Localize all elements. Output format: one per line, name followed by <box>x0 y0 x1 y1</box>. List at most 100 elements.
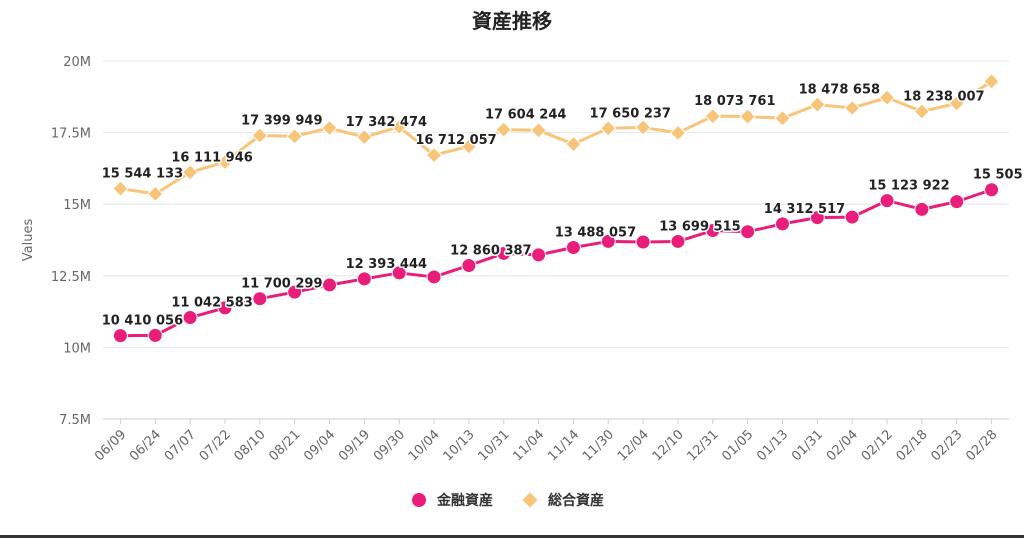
data-label-total-assets: 18 238 007 <box>903 89 984 104</box>
point-total-assets <box>565 135 582 153</box>
point-financial-assets <box>147 327 163 343</box>
data-label-financial-assets: 11 700 299 <box>241 277 322 292</box>
point-total-assets <box>878 89 896 106</box>
legend-item-total-assets[interactable]: 総合資産 <box>522 492 605 509</box>
series-markers <box>112 73 1000 344</box>
data-label-financial-assets: 15 123 922 <box>868 179 949 194</box>
point-financial-assets <box>356 271 372 287</box>
point-financial-assets <box>775 216 790 232</box>
point-total-assets <box>843 99 861 117</box>
y-tick-label: 15M <box>63 198 91 213</box>
grid <box>103 60 1009 420</box>
point-total-assets <box>600 120 617 137</box>
point-financial-assets <box>565 240 581 256</box>
bottom-rule <box>0 535 1024 538</box>
x-tick-label: 01/13 <box>754 427 791 464</box>
point-financial-assets <box>112 328 128 344</box>
x-tick-label: 10/13 <box>441 427 478 464</box>
x-tick-label: 02/12 <box>859 427 896 464</box>
data-label-total-assets: 17 650 237 <box>590 106 671 121</box>
point-financial-assets <box>531 247 547 263</box>
point-total-assets <box>425 146 443 164</box>
x-tick-label: 01/31 <box>789 427 826 464</box>
data-label-total-assets: 17 342 474 <box>346 115 427 130</box>
point-financial-assets <box>496 245 512 261</box>
data-label-total-assets: 17 604 244 <box>485 108 566 123</box>
x-tick-label: 09/19 <box>336 427 373 464</box>
point-financial-assets <box>670 233 686 249</box>
data-label-total-assets: 15 544 133 <box>102 167 183 182</box>
x-tick-label: 12/10 <box>650 427 687 464</box>
x-axis: 06/0906/2407/0707/2208/1008/2109/0409/19… <box>92 419 1000 464</box>
point-total-assets <box>495 121 512 138</box>
point-total-assets <box>216 153 234 171</box>
data-label-financial-assets: 10 410 056 <box>102 314 183 329</box>
point-financial-assets <box>182 310 198 326</box>
point-financial-assets <box>844 209 860 225</box>
x-tick-label: 09/30 <box>371 427 408 464</box>
point-total-assets <box>634 119 652 136</box>
point-financial-assets <box>914 201 930 217</box>
point-total-assets <box>321 119 338 137</box>
legend: 金融資産 総合資産 <box>412 492 604 509</box>
y-tick-label: 20M <box>63 55 91 70</box>
data-label-financial-assets: 13 488 057 <box>555 226 636 241</box>
data-label-financial-assets: 15 505 038 <box>973 168 1024 183</box>
point-financial-assets <box>949 194 965 210</box>
point-financial-assets <box>426 269 442 285</box>
chart-title: 資産推移 <box>472 9 552 33</box>
point-total-assets <box>809 96 826 113</box>
series-line-financial-assets <box>120 188 993 338</box>
legend-label: 総合資産 <box>548 492 604 509</box>
data-label-total-assets: 17 399 949 <box>241 113 322 128</box>
y-tick-label: 12.5M <box>51 270 91 285</box>
y-tick-label: 10M <box>63 341 91 356</box>
data-labels: 10 410 056 11 042 583 11 700 299 12 393 444… <box>100 81 1024 330</box>
point-financial-assets <box>740 224 756 240</box>
x-tick-label: 06/09 <box>92 427 129 464</box>
point-total-assets <box>390 118 408 136</box>
data-label-financial-assets: 14 312 517 <box>764 202 845 217</box>
legend-item-financial-assets[interactable]: 金融資産 <box>412 492 493 509</box>
point-total-assets <box>983 73 1000 90</box>
x-tick-label: 10/31 <box>475 427 512 464</box>
point-financial-assets <box>391 265 407 281</box>
x-tick-label: 01/05 <box>719 427 756 464</box>
point-total-assets <box>669 124 687 142</box>
legend-marker <box>412 493 426 507</box>
data-label-financial-assets: 13 699 515 <box>659 219 740 234</box>
point-financial-assets <box>252 291 268 307</box>
point-financial-assets <box>984 182 1000 198</box>
x-tick-label: 11/30 <box>580 427 617 464</box>
point-total-assets <box>460 138 478 155</box>
legend-label: 金融資産 <box>436 492 493 509</box>
y-tick-label: 17.5M <box>51 127 91 142</box>
data-label-financial-assets: 12 393 444 <box>346 257 427 272</box>
point-total-assets <box>948 95 965 112</box>
y-axis-label: Values <box>21 219 36 262</box>
point-total-assets <box>913 103 931 120</box>
point-total-assets <box>286 128 303 145</box>
x-tick-label: 08/21 <box>266 427 303 464</box>
y-axis: 7.5M 10M 12.5M 15M 17.5M 20M <box>51 55 91 428</box>
x-tick-label: 11/04 <box>510 427 547 464</box>
data-label-total-assets: 16 111 946 <box>171 150 252 165</box>
x-tick-label: 07/07 <box>162 427 199 464</box>
point-total-assets <box>774 110 791 127</box>
x-tick-label: 02/04 <box>824 427 861 464</box>
point-total-assets <box>112 180 129 197</box>
y-tick-label: 7.5M <box>59 413 91 428</box>
x-tick-label: 12/31 <box>685 427 722 464</box>
x-tick-label: 07/22 <box>197 427 234 464</box>
x-tick-label: 08/10 <box>232 427 269 464</box>
point-total-assets <box>739 108 756 125</box>
point-financial-assets <box>287 284 303 300</box>
point-financial-assets <box>809 210 825 226</box>
point-financial-assets <box>879 193 895 209</box>
data-label-total-assets: 18 073 761 <box>694 94 775 109</box>
data-label-financial-assets: 11 042 583 <box>171 296 252 311</box>
x-tick-label: 09/04 <box>301 427 338 464</box>
x-tick-label: 06/24 <box>127 427 164 464</box>
x-tick-label: 02/23 <box>928 427 965 464</box>
